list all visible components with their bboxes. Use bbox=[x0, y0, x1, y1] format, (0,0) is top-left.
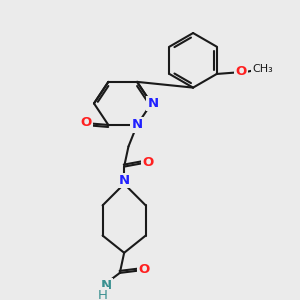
Text: N: N bbox=[147, 97, 158, 110]
Text: N: N bbox=[100, 279, 112, 292]
Text: N: N bbox=[131, 118, 142, 131]
Text: O: O bbox=[138, 263, 149, 276]
Text: O: O bbox=[81, 116, 92, 129]
Text: H: H bbox=[98, 289, 107, 300]
Text: O: O bbox=[142, 155, 154, 169]
Text: CH₃: CH₃ bbox=[252, 64, 273, 74]
Text: O: O bbox=[236, 65, 247, 78]
Text: N: N bbox=[118, 174, 130, 187]
